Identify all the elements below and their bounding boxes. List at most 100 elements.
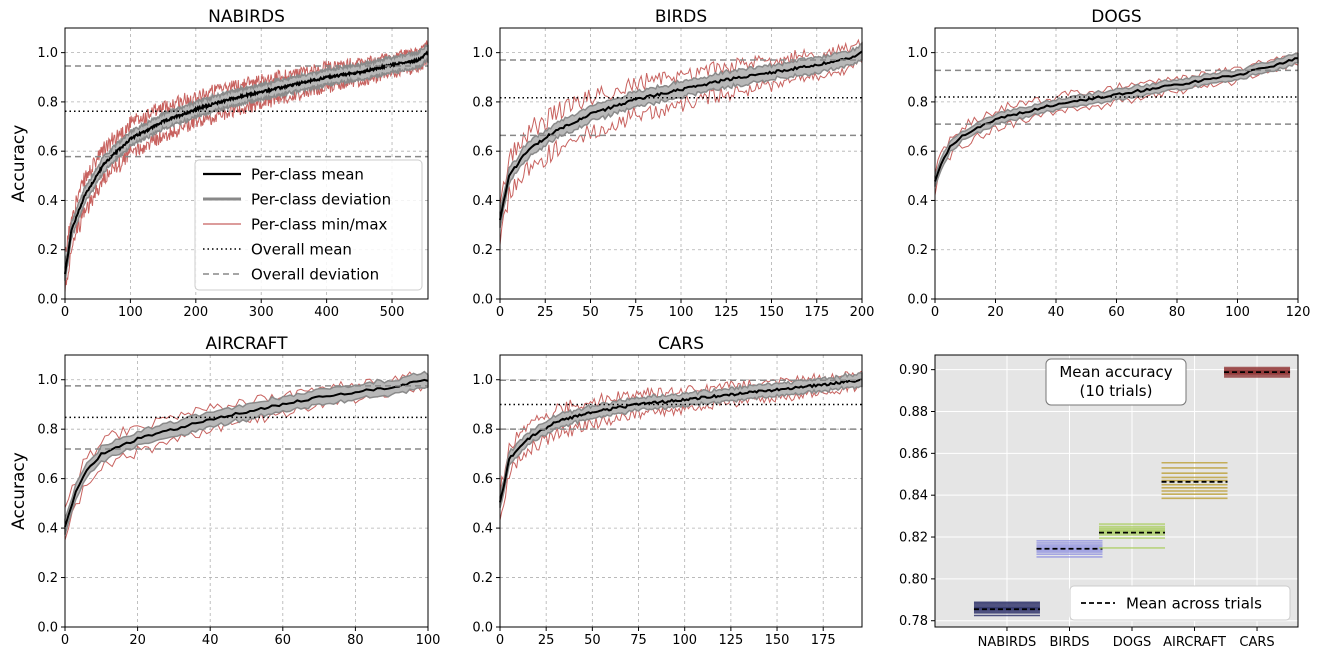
- y-tick-label: 0.6: [472, 472, 493, 487]
- x-tick-label: 20: [987, 305, 1004, 320]
- x-tick-label: 25: [538, 633, 555, 648]
- y-tick-label: 1.0: [472, 46, 493, 61]
- x-tick-label: NABIRDS: [978, 635, 1037, 650]
- x-tick-label: 100: [118, 305, 143, 320]
- y-tick-label: 0.88: [899, 405, 928, 420]
- x-tick-label: 25: [537, 305, 554, 320]
- x-tick-label: 40: [1048, 305, 1065, 320]
- series-mean: [499, 378, 862, 503]
- annotation: Mean accuracy (10 trials): [1045, 358, 1187, 406]
- series-min: [499, 58, 863, 246]
- x-tick-label: 175: [811, 633, 836, 648]
- legend-entry: Overall deviation: [251, 266, 379, 284]
- series-mean: [64, 50, 429, 275]
- series-min: [499, 382, 863, 521]
- x-tick-label: 300: [249, 305, 274, 320]
- x-tick-label: 0: [61, 633, 69, 648]
- trials-chart: 0.78 0.80 0.82 0.84 0.86 0.88 0.90 NABIRDS BIRDS…: [899, 354, 1299, 650]
- x-tick-label: 60: [1108, 305, 1125, 320]
- y-tick-label: 0.2: [37, 243, 58, 258]
- x-tick-label: 150: [759, 305, 784, 320]
- y-tick-label: 0.0: [37, 621, 58, 636]
- y-tick-label: 0.2: [907, 243, 928, 258]
- y-tick-label: 0.0: [472, 293, 493, 308]
- y-tick-label: 0.86: [899, 447, 928, 462]
- y-tick-label: 0.8: [37, 95, 58, 110]
- x-tick-label: 100: [672, 633, 697, 648]
- x-tick-label: 75: [627, 305, 644, 320]
- y-tick-label: 0.90: [899, 363, 928, 378]
- series-min: [64, 56, 429, 293]
- legend-entry: Mean across trials: [1126, 595, 1262, 613]
- axes-frame: [64, 27, 429, 300]
- x-tick-label: 125: [718, 633, 743, 648]
- y-tick-label: 0.4: [907, 194, 928, 209]
- y-tick-label: 0.0: [37, 293, 58, 308]
- x-tick-label: 500: [380, 305, 405, 320]
- x-tick-label: 200: [183, 305, 208, 320]
- y-axis-label: Accuracy: [9, 125, 29, 203]
- axes-frame: [499, 354, 863, 628]
- x-tick-label: 100: [1225, 305, 1250, 320]
- series-mean: [64, 378, 429, 528]
- chart-title: BIRDS: [655, 7, 707, 27]
- line-chart-birds: 0 25 50 75 100 125 150 175 200 0.0 0.2 0.4 0.6 0.8 1.0…: [472, 7, 874, 320]
- y-tick-label: 0.4: [37, 194, 58, 209]
- legend-entry: Per-class mean: [251, 166, 364, 184]
- series-deviation-band: [64, 370, 429, 536]
- x-tick-label: 60: [275, 633, 292, 648]
- y-tick-label: 0.8: [37, 423, 58, 438]
- x-tick-label: 100: [669, 305, 694, 320]
- x-tick-label: AIRCRAFT: [1163, 635, 1226, 650]
- series-mean: [499, 50, 863, 221]
- legend-box: [194, 159, 423, 291]
- axes-frame: [64, 354, 429, 628]
- x-tick-label: BIRDS: [1049, 635, 1089, 650]
- x-tick-label: 400: [314, 305, 339, 320]
- series-mean: [934, 57, 1298, 182]
- y-tick-label: 0.80: [899, 572, 928, 587]
- y-tick-label: 0.78: [899, 614, 928, 629]
- y-tick-label: 0.2: [37, 571, 58, 586]
- x-tick-label: 200: [850, 305, 875, 320]
- legend: Mean across trials: [1069, 585, 1291, 621]
- legend-entry: Overall mean: [251, 241, 352, 259]
- x-tick-label: 0: [61, 305, 69, 320]
- annotation-box: [1045, 358, 1187, 406]
- x-tick-label: 80: [347, 633, 364, 648]
- x-tick-label: 0: [496, 633, 504, 648]
- legend-box: [1069, 585, 1291, 621]
- annotation-text: Mean accuracy (10 trials): [1059, 363, 1172, 400]
- y-tick-label: 0.6: [907, 145, 928, 160]
- y-tick-label: 0.2: [472, 571, 493, 586]
- line-chart-nabirds: 0 100 200 300 400 500 0.0 0.2 0.4 0.6 0.8 1.0 NABIRD…: [9, 7, 429, 320]
- y-tick-label: 0.6: [37, 472, 58, 487]
- chart-title: DOGS: [1091, 7, 1141, 27]
- x-tick-label: 50: [582, 305, 599, 320]
- x-tick-label: 0: [931, 305, 939, 320]
- y-tick-label: 0.2: [472, 243, 493, 258]
- y-tick-label: 1.0: [907, 46, 928, 61]
- x-tick-label: 75: [630, 633, 647, 648]
- y-tick-label: 0.0: [907, 293, 928, 308]
- y-tick-label: 0.4: [472, 522, 493, 537]
- annotation-line: Mean accuracy: [1059, 363, 1172, 381]
- y-tick-label: 0.84: [899, 489, 928, 504]
- x-tick-label: 150: [765, 633, 790, 648]
- y-tick-label: 0.8: [472, 95, 493, 110]
- x-tick-label: 80: [1169, 305, 1186, 320]
- y-tick-label: 0.8: [907, 95, 928, 110]
- x-tick-label: DOGS: [1113, 635, 1152, 650]
- y-tick-label: 0.6: [37, 145, 58, 160]
- x-tick-label: 125: [714, 305, 739, 320]
- x-tick-label: 120: [1286, 305, 1311, 320]
- legend-entry: Per-class deviation: [251, 191, 391, 209]
- y-tick-label: 0.0: [472, 621, 493, 636]
- y-tick-label: 0.8: [472, 423, 493, 438]
- y-tick-label: 1.0: [37, 373, 58, 388]
- x-tick-label: 40: [202, 633, 219, 648]
- y-tick-label: 0.4: [472, 194, 493, 209]
- annotation-line: (10 trials): [1080, 382, 1153, 400]
- x-tick-label: 20: [129, 633, 146, 648]
